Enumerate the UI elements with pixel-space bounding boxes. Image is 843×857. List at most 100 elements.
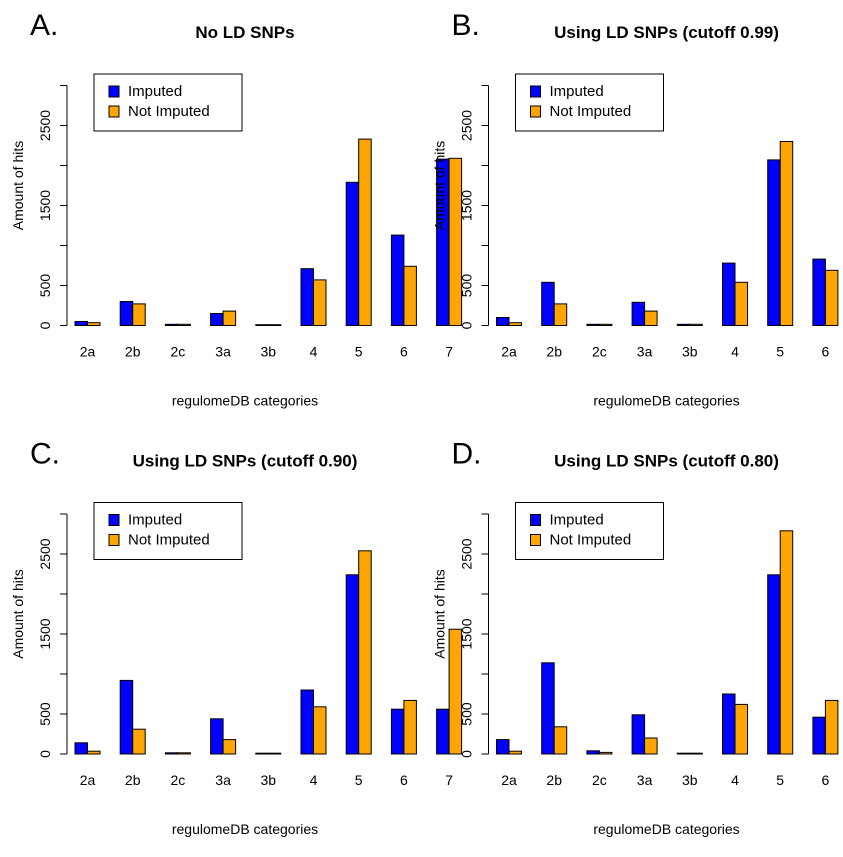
x-tick-label: 2b (125, 344, 141, 360)
legend-swatch (530, 514, 541, 526)
y-tick-label: 2500 (37, 110, 53, 141)
legend-swatch (530, 85, 541, 98)
bar (267, 752, 282, 755)
bar (132, 303, 146, 326)
bar (74, 742, 88, 755)
bar (508, 750, 522, 755)
x-tick-label: 3b (682, 772, 698, 788)
x-tick-label: 6 (822, 772, 830, 788)
chart-panel: B. Using LD SNPs (cutoff 0.99) 0 500 1500 250… (432, 9, 839, 409)
x-tick-label: 5 (355, 344, 363, 360)
x-tick-label: 2b (546, 772, 562, 788)
bar (812, 258, 826, 327)
bar (496, 739, 510, 755)
x-tick-label: 5 (776, 772, 784, 788)
legend-box (93, 73, 243, 132)
bar (345, 574, 360, 755)
y-tick-label: 1500 (37, 190, 53, 221)
bar (598, 323, 613, 326)
x-tick-label: 3b (261, 772, 277, 788)
y-tick-label: 1500 (459, 190, 475, 221)
x-tick-label: 3b (261, 344, 277, 360)
y-tick-label: 2500 (37, 538, 53, 569)
y-tick-label: 0 (459, 750, 475, 758)
bar (448, 628, 463, 755)
x-axis-label: regulomeDB categories (593, 393, 739, 409)
bar (358, 550, 372, 755)
legend-label: Imputed (128, 512, 182, 529)
x-tick-label: 3a (215, 344, 231, 360)
bar (676, 323, 691, 326)
legend-swatch (530, 105, 541, 118)
x-tick-label: 2b (546, 344, 562, 360)
y-tick-label: 500 (459, 702, 475, 726)
bar (779, 141, 794, 326)
bar (300, 689, 314, 755)
bar (222, 310, 237, 327)
bar (541, 662, 555, 755)
panel-letter: C. (30, 438, 60, 471)
x-tick-label: 6 (400, 772, 408, 788)
legend-label: Not Imputed (550, 532, 632, 549)
y-axis-label: Amount of hits (432, 141, 448, 231)
legend-box (515, 73, 664, 132)
bar (87, 750, 101, 755)
legend-swatch (108, 85, 120, 98)
x-tick-label: 2c (592, 772, 607, 788)
bar (631, 301, 646, 326)
y-tick-label: 500 (459, 274, 475, 298)
bar (267, 324, 282, 327)
legend-swatch (108, 514, 120, 526)
legend-box (93, 502, 243, 560)
x-tick-label: 2a (501, 344, 517, 360)
chart-title: Using LD SNPs (cutoff 0.80) (554, 452, 779, 471)
y-tick-label: 500 (37, 702, 53, 726)
legend-swatch (108, 534, 120, 546)
bar (722, 693, 736, 755)
bar (553, 303, 568, 326)
bar (824, 269, 839, 326)
bar (631, 714, 646, 755)
x-tick-label: 4 (310, 772, 318, 788)
bar (689, 752, 703, 755)
bar (119, 679, 134, 755)
x-tick-label: 4 (731, 344, 739, 360)
x-tick-label: 3a (637, 772, 653, 788)
chart-title: Using LD SNPs (cutoff 0.90) (133, 452, 358, 471)
bar (824, 699, 839, 755)
y-axis-label: Amount of hits (10, 569, 26, 659)
legend-label: Not Imputed (550, 103, 632, 120)
x-tick-label: 2a (501, 772, 517, 788)
bar (164, 752, 179, 755)
legend-label: Imputed (550, 83, 604, 100)
y-tick-label: 0 (37, 750, 53, 758)
chart-title: No LD SNPs (195, 23, 294, 42)
bar (586, 750, 600, 755)
bar (403, 265, 417, 326)
chart-panel: C. Using LD SNPs (cutoff 0.90) 0 500 1500 250… (10, 438, 463, 837)
legend-label: Imputed (128, 83, 182, 100)
x-tick-label: 6 (400, 344, 408, 360)
chart-panel: A. No LD SNPs 0 500 1500 2500 Amount of hits 2a… (10, 9, 463, 409)
bar (255, 752, 269, 755)
bar (644, 310, 658, 327)
panel-letter: B. (452, 9, 480, 42)
bar (313, 279, 327, 326)
x-tick-label: 2c (171, 772, 186, 788)
x-tick-label: 2c (171, 344, 186, 360)
x-axis-label: regulomeDB categories (593, 821, 739, 837)
bar (779, 530, 794, 755)
bar (689, 323, 703, 326)
bar (436, 708, 450, 755)
y-tick-label: 0 (37, 321, 53, 329)
legend-label: Imputed (550, 512, 604, 529)
x-tick-label: 6 (822, 344, 830, 360)
bar (255, 324, 269, 327)
bar (390, 708, 405, 755)
y-tick-label: 500 (37, 274, 53, 298)
bar (300, 268, 314, 327)
bar (222, 739, 237, 755)
panel-letter: A. (30, 9, 58, 42)
y-tick-label: 1500 (37, 618, 53, 649)
x-tick-label: 5 (355, 772, 363, 788)
